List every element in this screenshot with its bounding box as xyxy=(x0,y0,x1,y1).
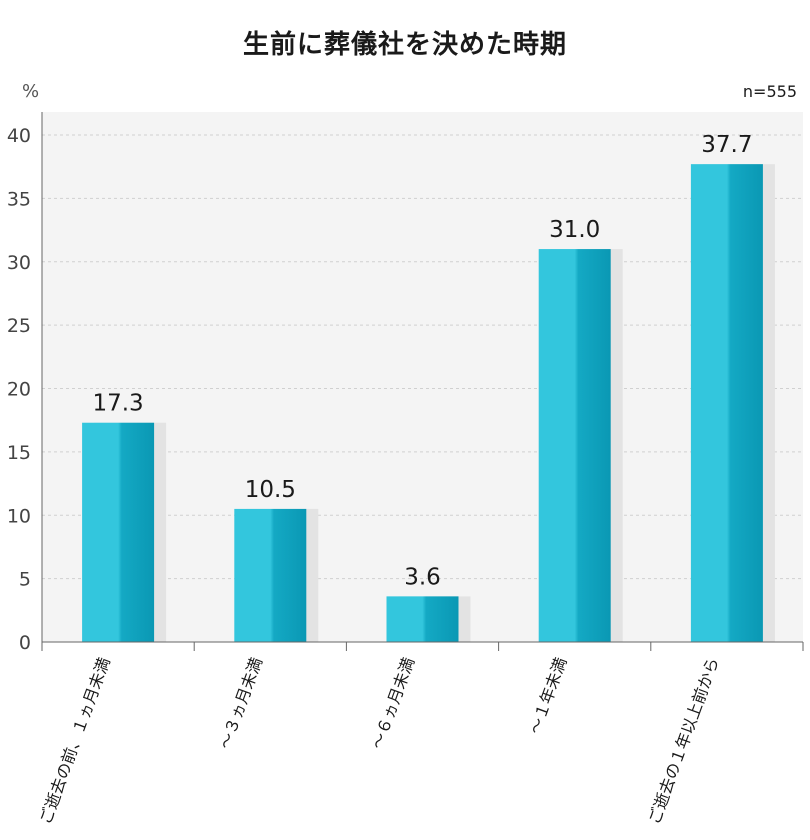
bar xyxy=(234,508,307,642)
y-tick-label: 25 xyxy=(7,315,31,337)
bar xyxy=(386,596,459,642)
plot-area xyxy=(42,112,803,642)
y-axis-unit-label: % xyxy=(22,81,39,102)
data-label: 17.3 xyxy=(92,391,143,417)
bar xyxy=(538,249,611,642)
x-tick-label: ご逝去の前、１ヵ月未満 xyxy=(36,655,114,827)
y-tick-label: 30 xyxy=(7,252,31,274)
data-label: 3.6 xyxy=(404,564,441,590)
sample-size-note: n=555 xyxy=(743,82,797,101)
data-label: 31.0 xyxy=(549,217,600,243)
y-tick-label: 10 xyxy=(7,505,31,527)
data-label: 37.7 xyxy=(701,132,752,158)
x-tick-label: ～６ヵ月未満 xyxy=(368,655,419,752)
y-tick-label: 5 xyxy=(19,569,31,591)
chart-title: 生前に葬儀社を決めた時期 xyxy=(242,30,567,60)
y-tick-label: 20 xyxy=(7,379,31,401)
data-label: 10.5 xyxy=(245,477,296,503)
y-tick-label: 35 xyxy=(7,188,31,210)
bar xyxy=(82,422,155,642)
x-tick-label: ～３ヵ月未満 xyxy=(215,655,266,752)
bar xyxy=(690,164,763,642)
y-tick-label: 40 xyxy=(7,125,31,147)
y-tick-label: 15 xyxy=(7,442,31,464)
x-tick-label: ご逝去の１年以上前から xyxy=(645,655,723,827)
x-tick-label: ～１年未満 xyxy=(525,655,570,737)
y-tick-label: 0 xyxy=(19,632,31,654)
